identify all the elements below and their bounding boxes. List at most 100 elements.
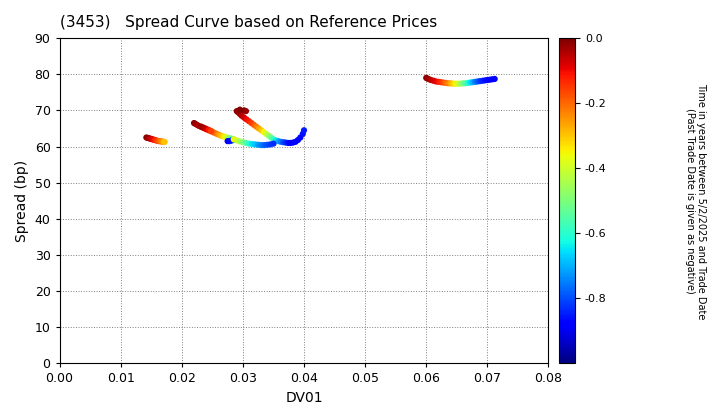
Point: [238, 107, 250, 114]
Point: [251, 123, 262, 130]
Point: [222, 138, 233, 144]
Point: [443, 80, 454, 87]
Point: [452, 80, 464, 87]
Point: [205, 128, 217, 135]
Point: [158, 139, 169, 145]
Point: [428, 77, 439, 84]
Point: [464, 79, 476, 86]
Point: [263, 132, 274, 139]
Point: [200, 126, 212, 133]
Point: [253, 125, 264, 132]
Point: [226, 137, 238, 144]
Point: [240, 108, 252, 115]
Point: [246, 120, 257, 126]
Point: [277, 139, 289, 146]
Point: [154, 138, 166, 144]
Point: [282, 139, 294, 146]
Point: [224, 135, 235, 142]
Point: [234, 110, 246, 117]
Point: [261, 131, 272, 137]
Point: [484, 76, 495, 83]
Point: [467, 79, 478, 86]
Point: [261, 142, 273, 148]
Point: [292, 136, 304, 143]
Point: [445, 80, 456, 87]
Point: [240, 116, 252, 123]
Point: [435, 79, 446, 86]
Point: [220, 134, 232, 141]
Point: [258, 129, 269, 135]
Point: [447, 80, 459, 87]
Point: [228, 136, 239, 143]
Point: [433, 79, 444, 85]
Point: [431, 78, 442, 85]
Point: [450, 80, 462, 87]
Point: [256, 127, 267, 134]
Y-axis label: Time in years between 5/2/2025 and Trade Date
(Past Trade Date is given as negat: Time in years between 5/2/2025 and Trade…: [685, 83, 706, 319]
Point: [243, 118, 255, 125]
Point: [149, 136, 161, 143]
Point: [265, 141, 276, 148]
Point: [479, 77, 490, 84]
Point: [477, 77, 488, 84]
Point: [298, 127, 310, 134]
Point: [297, 131, 309, 137]
Point: [224, 138, 235, 144]
Point: [420, 74, 432, 81]
Point: [156, 138, 168, 145]
Point: [236, 113, 248, 119]
Point: [248, 121, 260, 128]
Point: [237, 139, 248, 146]
Y-axis label: Spread (bp): Spread (bp): [15, 160, 29, 242]
Point: [440, 79, 451, 86]
Point: [159, 139, 171, 145]
Point: [193, 123, 204, 129]
X-axis label: DV01: DV01: [285, 391, 323, 405]
Point: [222, 134, 233, 141]
Point: [208, 129, 220, 136]
Point: [487, 76, 498, 83]
Point: [253, 142, 264, 148]
Point: [455, 80, 467, 87]
Point: [240, 139, 252, 146]
Point: [192, 121, 203, 128]
Point: [238, 114, 250, 121]
Point: [249, 141, 261, 148]
Point: [225, 135, 236, 142]
Point: [142, 134, 153, 141]
Point: [148, 136, 159, 143]
Point: [474, 78, 486, 84]
Point: [150, 137, 162, 144]
Point: [203, 127, 215, 134]
Point: [459, 80, 471, 87]
Point: [270, 137, 282, 144]
Point: [469, 79, 481, 85]
Point: [140, 134, 152, 141]
Point: [145, 136, 157, 142]
Point: [265, 134, 276, 141]
Point: [426, 77, 437, 84]
Point: [153, 138, 164, 144]
Point: [143, 135, 155, 142]
Point: [280, 139, 292, 146]
Point: [422, 75, 433, 82]
Point: [225, 137, 236, 144]
Point: [188, 120, 199, 126]
Point: [489, 76, 500, 82]
Point: [256, 142, 267, 148]
Point: [189, 121, 201, 127]
Point: [228, 136, 240, 143]
Point: [196, 123, 207, 130]
Point: [205, 128, 217, 134]
Point: [215, 132, 227, 139]
Point: [231, 137, 243, 144]
Point: [423, 76, 435, 83]
Point: [231, 108, 243, 115]
Point: [228, 136, 239, 143]
Point: [152, 137, 163, 144]
Point: [275, 139, 287, 145]
Point: [217, 133, 229, 140]
Point: [268, 136, 279, 143]
Point: [243, 140, 255, 147]
Point: [289, 139, 301, 145]
